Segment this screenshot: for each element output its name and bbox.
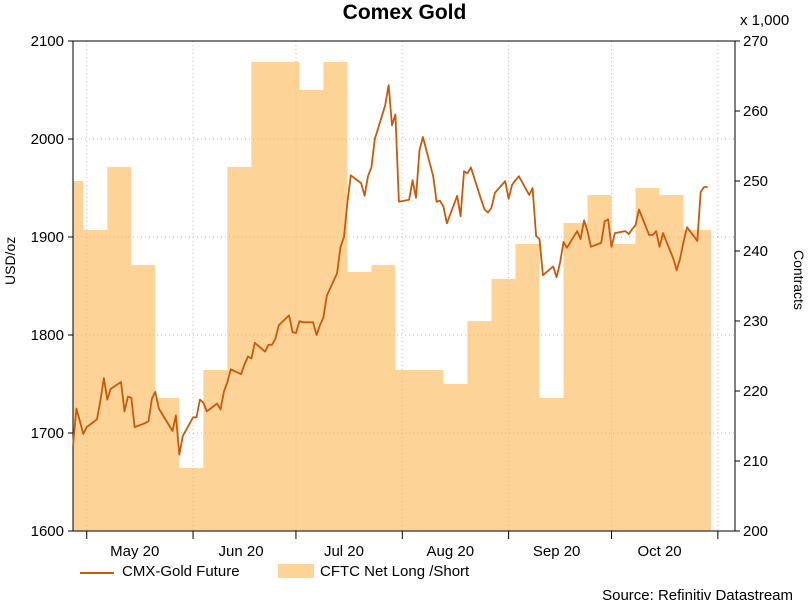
- left-tick-label: 1700: [31, 425, 64, 442]
- right-tick-label: 250: [743, 173, 768, 190]
- left-tick-label: 1900: [31, 229, 64, 246]
- left-tick-label: 2000: [31, 131, 64, 148]
- right-tick-label: 260: [743, 103, 768, 120]
- legend-swatch-cftc-area: [278, 564, 314, 578]
- x-tick-label: Jun 20: [219, 543, 264, 560]
- right-tick-label: 210: [743, 453, 768, 470]
- right-tick-label: 220: [743, 383, 768, 400]
- left-tick-label: 1800: [31, 327, 64, 344]
- source-note: Source: Refinitiv Datastream: [602, 587, 793, 604]
- legend-label-gold: CMX-Gold Future: [122, 563, 240, 580]
- right-axis-scale-note: x 1,000: [740, 12, 790, 29]
- left-tick-label: 2100: [31, 33, 64, 50]
- x-tick-label: Oct 20: [637, 543, 681, 560]
- right-tick-label: 270: [743, 33, 768, 50]
- x-tick-label: May 20: [110, 543, 159, 560]
- chart-title: Comex Gold: [342, 1, 467, 24]
- right-tick-label: 240: [743, 243, 768, 260]
- x-tick-label: Sep 20: [533, 543, 581, 560]
- legend-swatch-gold-line: [80, 572, 114, 574]
- left-tick-label: 1600: [31, 523, 64, 540]
- right-tick-label: 200: [743, 523, 768, 540]
- cftc-net-position-area: [73, 62, 711, 531]
- x-tick-label: Jul 20: [324, 543, 364, 560]
- x-tick-label: Aug 20: [427, 543, 475, 560]
- right-tick-label: 230: [743, 313, 768, 330]
- legend-label-cftc: CFTC Net Long /Short: [320, 563, 470, 580]
- gold-future-line: [72, 84, 708, 456]
